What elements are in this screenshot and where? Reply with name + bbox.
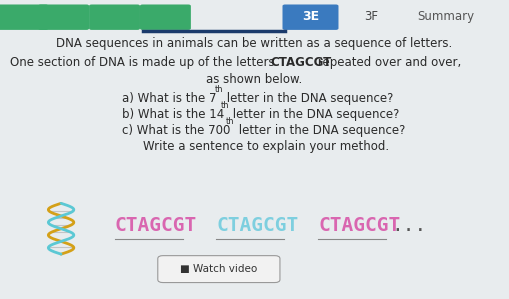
FancyBboxPatch shape xyxy=(140,4,191,30)
Text: letter in the DNA sequence?: letter in the DNA sequence? xyxy=(235,124,405,137)
Text: ■ Watch video: ■ Watch video xyxy=(180,264,258,274)
Text: DNA sequences in animals can be written as a sequence of letters.: DNA sequences in animals can be written … xyxy=(56,37,453,50)
FancyBboxPatch shape xyxy=(0,4,48,30)
Text: CTAGCGT: CTAGCGT xyxy=(216,216,299,235)
Text: a) What is the 7: a) What is the 7 xyxy=(122,91,217,105)
Text: th: th xyxy=(215,85,223,94)
Text: b) What is the 14: b) What is the 14 xyxy=(122,108,224,121)
Text: repeated over and over,: repeated over and over, xyxy=(314,56,461,69)
FancyBboxPatch shape xyxy=(158,256,280,283)
Text: th: th xyxy=(220,101,229,110)
Text: 3E: 3E xyxy=(302,10,319,23)
Text: c) What is the 700: c) What is the 700 xyxy=(122,124,231,137)
Text: CTAGCGT: CTAGCGT xyxy=(318,216,401,235)
Text: letter in the DNA sequence?: letter in the DNA sequence? xyxy=(229,108,399,121)
FancyBboxPatch shape xyxy=(89,4,140,30)
FancyBboxPatch shape xyxy=(282,4,338,30)
Text: ...: ... xyxy=(391,216,427,235)
Text: CTAGCGT: CTAGCGT xyxy=(115,216,197,235)
Text: Summary: Summary xyxy=(417,10,474,23)
Text: 3F: 3F xyxy=(364,10,379,23)
Text: letter in the DNA sequence?: letter in the DNA sequence? xyxy=(223,91,393,105)
Text: as shown below.: as shown below. xyxy=(206,73,303,86)
Text: Write a sentence to explain your method.: Write a sentence to explain your method. xyxy=(143,140,389,153)
FancyBboxPatch shape xyxy=(38,4,89,30)
Text: One section of DNA is made up of the letters: One section of DNA is made up of the let… xyxy=(10,56,278,69)
Text: CTAGCGT: CTAGCGT xyxy=(270,56,332,69)
Text: th: th xyxy=(227,118,235,126)
